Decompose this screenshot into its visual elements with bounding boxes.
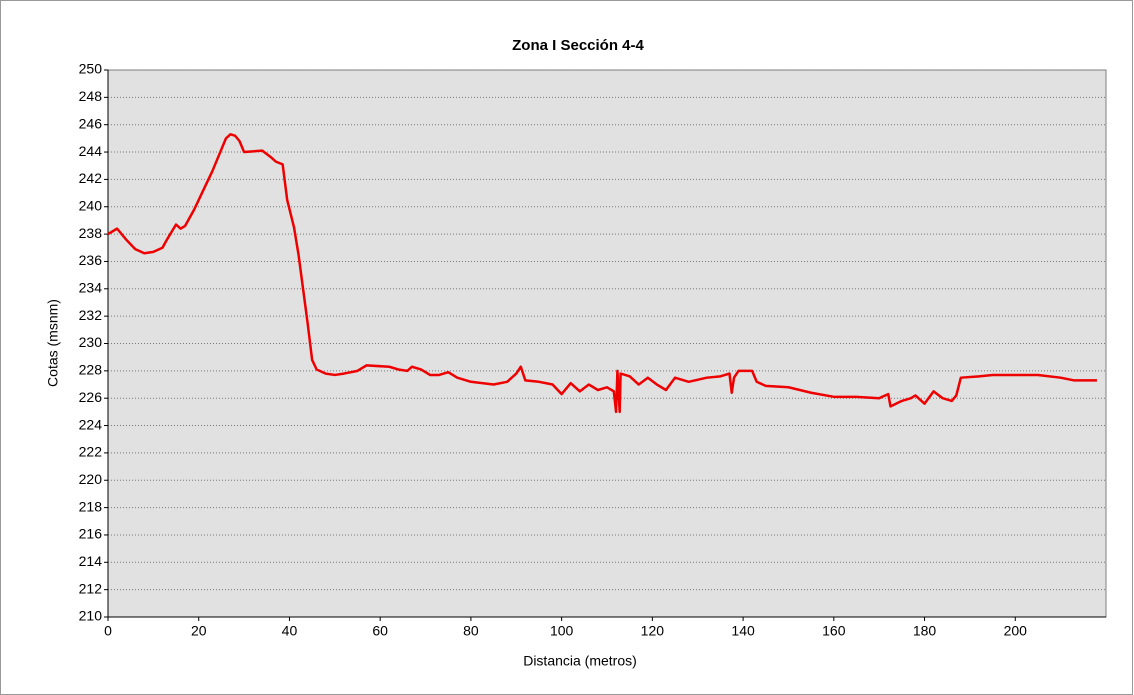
y-tick-label: 236 [79,252,103,268]
y-tick-label: 212 [79,580,103,596]
x-tick-label: 60 [372,623,388,639]
y-tick-label: 220 [79,471,103,487]
x-tick-label: 40 [282,623,298,639]
y-tick-label: 226 [79,389,103,405]
y-tick-label: 234 [79,280,103,296]
x-tick-label: 180 [913,623,937,639]
y-tick-label: 248 [79,88,103,104]
x-tick-label: 160 [822,623,846,639]
x-tick-label: 200 [1004,623,1028,639]
y-tick-label: 214 [79,553,103,569]
y-axis-title: Cotas (msnm) [45,299,61,387]
x-tick-label: 140 [731,623,755,639]
x-tick-label: 120 [641,623,665,639]
y-tick-label: 216 [79,526,103,542]
x-axis-title: Distancia (metros) [523,653,637,669]
y-tick-label: 222 [79,444,103,460]
y-tick-label: 244 [79,143,103,159]
y-tick-label: 228 [79,362,103,378]
chart-title: Zona I Sección 4-4 [512,37,644,54]
y-tick-label: 242 [79,170,103,186]
x-tick-label: 20 [191,623,207,639]
y-tick-label: 246 [79,115,103,131]
x-tick-label: 0 [104,623,112,639]
y-tick-label: 218 [79,498,103,514]
y-tick-label: 224 [79,416,103,432]
y-tick-label: 232 [79,307,103,323]
y-tick-label: 240 [79,197,103,213]
x-tick-label: 80 [463,623,479,639]
data-line [107,133,1097,414]
y-tick-label: 210 [79,608,103,624]
y-tick-label: 230 [79,334,103,350]
y-tick-label: 250 [79,61,103,77]
y-tick-label: 238 [79,225,103,241]
x-tick-label: 100 [550,623,574,639]
